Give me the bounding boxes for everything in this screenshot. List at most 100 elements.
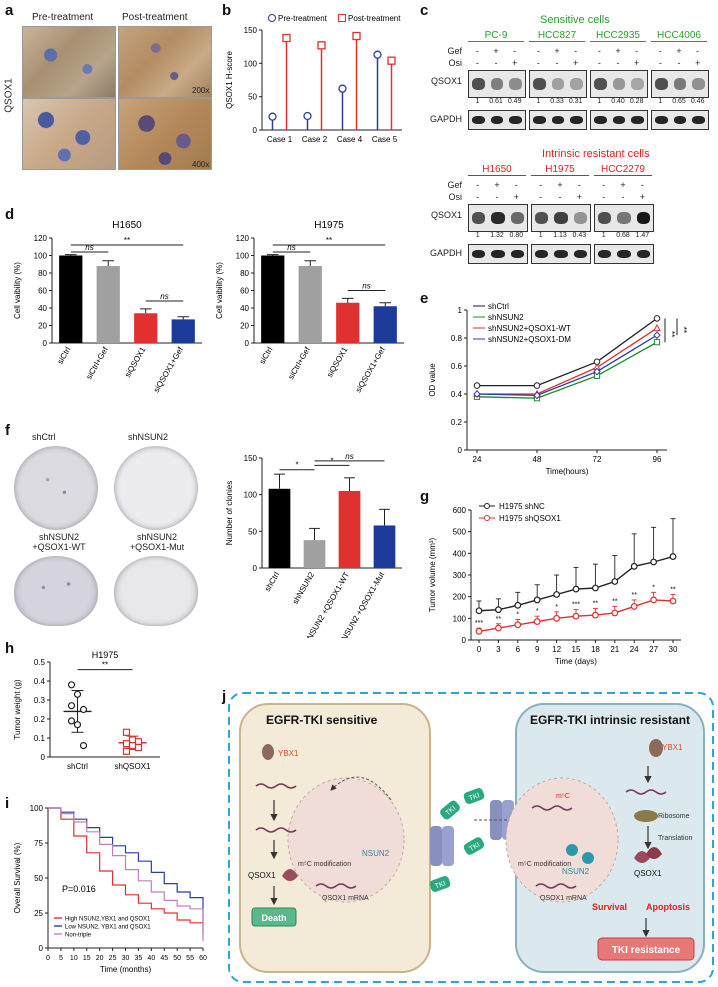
quant-value: 0.28	[629, 98, 644, 105]
y-axis-label: OD value	[428, 363, 437, 397]
x-tick-label: 15	[572, 645, 581, 654]
panel-letter-i: i	[5, 795, 10, 812]
x-tick-label: 60	[199, 955, 207, 962]
y-axis-label: Number of clonies	[225, 481, 234, 545]
sig-label: **	[326, 236, 332, 245]
series-line	[476, 334, 658, 397]
gapdh-blot	[529, 110, 587, 130]
qsox1-right-protein-2	[646, 847, 662, 859]
point	[122, 740, 131, 748]
y-tick-label: 0	[253, 564, 258, 573]
blot-band	[612, 116, 626, 125]
point	[572, 612, 580, 620]
legend-label: Pre-treatment	[278, 14, 328, 23]
sig-label: **	[102, 661, 108, 670]
point	[122, 747, 131, 755]
x-tick-label: 0	[477, 645, 482, 654]
x-tick-label: 3	[496, 645, 501, 654]
point	[317, 41, 326, 50]
x-tick-label: 24	[630, 645, 639, 654]
panel-a: Pre-treatment Post-treatment QSOX1 200x …	[4, 10, 212, 170]
nsun2-right: NSUN2	[562, 867, 590, 876]
bar	[336, 302, 360, 343]
chart-title: H1650	[112, 220, 142, 231]
panel-letter-j: j	[222, 688, 227, 705]
osi-sign: -	[536, 58, 540, 68]
series-line	[477, 317, 658, 387]
legend-label: shCtrl	[488, 302, 509, 311]
x-tick-label: siQSOX1+Gef	[354, 345, 388, 394]
quant-value: 1	[597, 98, 602, 105]
y-tick-label: 80	[38, 269, 47, 278]
point	[73, 690, 82, 698]
point	[282, 33, 291, 43]
x-tick-label: siCtrl	[258, 345, 275, 365]
panel-letter-a: a	[5, 2, 14, 19]
blot-band	[509, 78, 522, 90]
legend-marker	[484, 515, 490, 521]
gef-sign: -	[513, 46, 517, 56]
blot-band	[472, 250, 486, 259]
cell-line-name: HCC4006	[651, 30, 707, 42]
osi-sign: -	[621, 192, 625, 202]
qsox1-mrna-left: QSOX1 mRNA	[322, 895, 369, 902]
y-axis-label: Tumor volume (mm³)	[428, 537, 437, 612]
sig-label: ***	[572, 602, 580, 609]
y-axis-label: Cell vaibility (%)	[13, 262, 22, 319]
sig-label: **	[612, 598, 618, 605]
point	[73, 721, 82, 729]
panel-letter-h: h	[5, 640, 15, 657]
ihc-pre-high	[22, 98, 116, 170]
survival-curve	[48, 807, 203, 924]
right-nucleus	[505, 777, 619, 903]
death-box	[251, 907, 297, 927]
y-tick-label: 0.8	[451, 334, 463, 343]
y-tick-label: 0.2	[34, 715, 46, 724]
bar	[261, 255, 285, 343]
point	[653, 315, 661, 322]
y-tick-label: 100	[34, 252, 48, 261]
bar	[268, 488, 291, 568]
point	[593, 367, 601, 376]
point	[669, 597, 677, 605]
blot-band	[535, 250, 549, 259]
sig-label: *	[295, 461, 298, 470]
chart-g: 0 100 200 300 400 500 600 Tumor volume (mm³) 0 3 6…	[428, 502, 681, 666]
left-nucleus	[287, 777, 405, 903]
x-tick-label: siQSOX1	[123, 345, 148, 379]
panel-c: Sensitive cells Gef Osi QSOX1 GAPDH PC-9 - - 1 +…	[420, 10, 716, 275]
gef-sign: +	[615, 46, 621, 56]
y-tick-label: 75	[34, 839, 43, 848]
blot-band	[570, 116, 583, 125]
point	[650, 558, 658, 566]
y-tick-label: 100	[244, 59, 258, 68]
y-tick-label: 60	[240, 287, 249, 296]
point	[352, 31, 361, 41]
x-tick-label: 96	[653, 455, 662, 464]
gef-sign: -	[658, 46, 662, 56]
panel-letter-e: e	[420, 290, 429, 307]
x-tick-label: shQSOX1	[114, 762, 151, 771]
x-tick-label: shCtrl	[67, 762, 88, 771]
post-treatment-label: Post-treatment	[122, 12, 188, 23]
x-tick-label: shNSUN2	[291, 570, 317, 606]
cell-line-name: PC-9	[468, 30, 524, 42]
x-tick-label: shCtrl	[263, 570, 281, 593]
point	[79, 705, 88, 714]
mag-high-label: 400x	[192, 160, 210, 169]
dish-label-4: shNSUN2 +QSOX1-Mut	[129, 532, 185, 552]
x-axis-label: Time(hours)	[546, 467, 589, 476]
x-tick-label: 35	[135, 955, 143, 962]
point	[134, 738, 143, 746]
blot-band	[472, 78, 485, 90]
quant-value: 1.32	[490, 232, 504, 239]
quant-value: 0.65	[672, 98, 686, 105]
qsox1-right-label: QSOX1	[634, 869, 662, 878]
point	[591, 584, 599, 592]
y-tick-label: 200	[453, 593, 467, 602]
x-tick-label: 5	[59, 955, 63, 962]
legend-label: Non-triple	[65, 933, 92, 939]
x-tick-label: 55	[186, 955, 194, 962]
resistant-title: Intrinsic resistant cells	[542, 148, 650, 160]
y-tick-label: 0	[245, 339, 250, 348]
